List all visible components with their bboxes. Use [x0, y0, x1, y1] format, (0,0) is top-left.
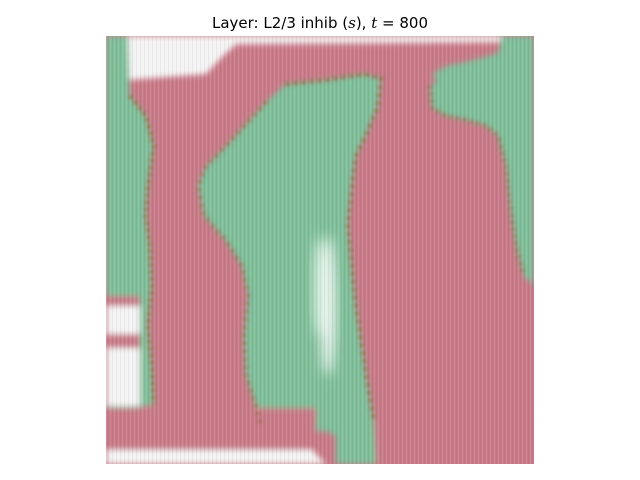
plot-title: Layer: L2/3 inhib (s), t = 800 — [0, 14, 640, 32]
title-var-t: t — [371, 14, 378, 32]
title-value: 800 — [399, 14, 428, 32]
activity-image — [106, 36, 534, 464]
title-equals: = — [377, 14, 400, 32]
streak-texture — [106, 36, 534, 464]
activity-image-svg — [106, 36, 534, 464]
title-var-s: s — [348, 14, 356, 32]
title-mid: ), — [355, 14, 372, 32]
title-prefix: Layer: L2/3 inhib ( — [211, 14, 349, 32]
